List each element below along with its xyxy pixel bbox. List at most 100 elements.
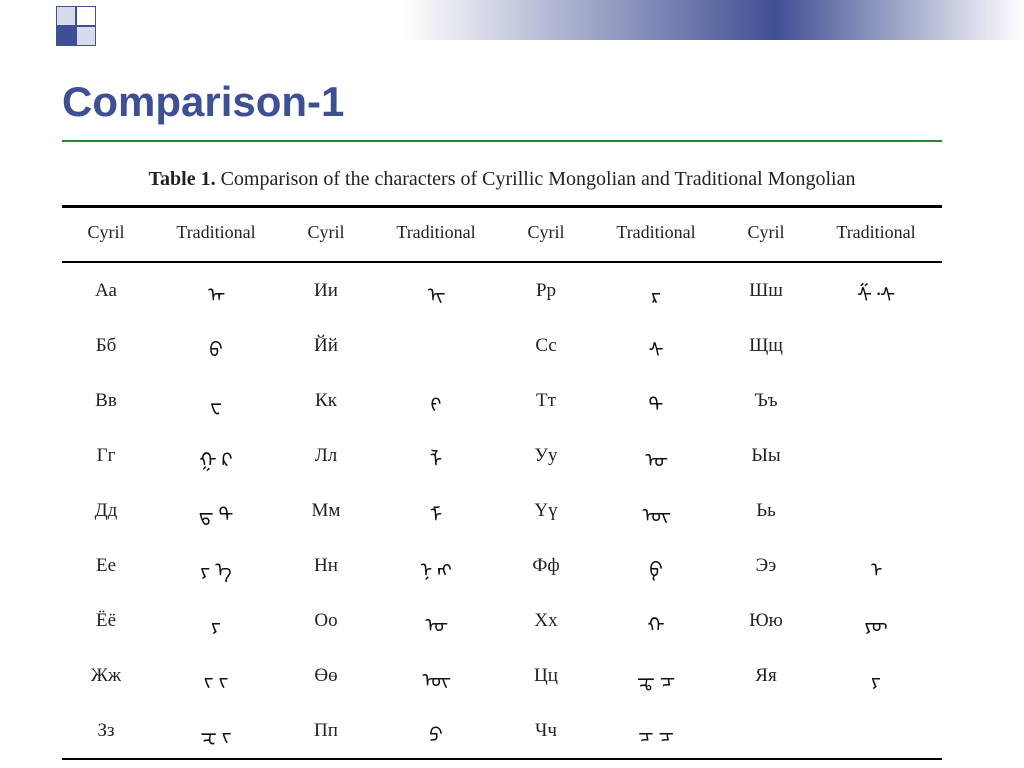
traditional-glyph: ᠭ ᠺ	[199, 450, 232, 472]
traditional-cell	[810, 703, 942, 759]
traditional-glyph: ᠰ	[648, 340, 663, 362]
cyril-cell: Аа	[62, 262, 150, 318]
traditional-cell: ᠯ	[370, 428, 502, 483]
traditional-cell: ᠭ ᠺ	[150, 428, 282, 483]
traditional-glyph: ᠡ‍	[871, 560, 881, 582]
cyril-cell: Ее	[62, 538, 150, 593]
traditional-cell: ᠣ‍	[370, 593, 502, 648]
traditional-cell: ᠼ ᠴ	[590, 648, 722, 703]
cyril-cell: Фф	[502, 538, 590, 593]
table-header-row: Cyril Traditional Cyril Traditional Cyri…	[62, 207, 942, 263]
traditional-glyph: ᠽ ᠵ	[200, 725, 231, 747]
traditional-cell: ᠶ	[810, 648, 942, 703]
traditional-glyph: ᠻ	[431, 395, 442, 417]
table-body: Ааᠠ‍Ииᠢ‍РрᠷШшᠱ᠂ᠰБбᠪЙйСсᠰЩщВвᠸКкᠻТтᠲЪъГгᠭ…	[62, 262, 942, 759]
col-header-cyril: Cyril	[62, 207, 150, 263]
title-underline	[62, 140, 942, 142]
cyril-cell: Дд	[62, 483, 150, 538]
cyril-cell: Зз	[62, 703, 150, 759]
traditional-cell: ᠢ‍	[370, 262, 502, 318]
logo-square	[76, 6, 96, 26]
logo-square	[56, 26, 76, 46]
col-header-traditional: Traditional	[370, 207, 502, 263]
cyril-cell: Үү	[502, 483, 590, 538]
cyril-cell: Гг	[62, 428, 150, 483]
traditional-glyph: ᠬ	[647, 615, 664, 637]
cyril-cell: Оо	[282, 593, 370, 648]
col-header-cyril: Cyril	[282, 207, 370, 263]
table-container: Table 1. Comparison of the characters of…	[62, 160, 942, 760]
traditional-glyph: ᠨ ᠩ	[420, 560, 452, 582]
traditional-cell	[810, 318, 942, 373]
traditional-glyph: ᠶ ᠡ	[200, 560, 231, 582]
cyril-cell: Уу	[502, 428, 590, 483]
logo-square	[76, 26, 96, 46]
page-title: Comparison-1	[62, 78, 344, 126]
table-caption: Table 1. Comparison of the characters of…	[62, 168, 942, 191]
traditional-glyph: ᠦ‍	[642, 505, 669, 527]
traditional-glyph: ᠯ	[430, 450, 442, 472]
cyril-cell: Йй	[282, 318, 370, 373]
traditional-glyph: ᠶ	[871, 670, 881, 692]
table-row: Ггᠭ ᠺЛлᠯУуᠤ‍Ыы	[62, 428, 942, 483]
traditional-cell	[810, 428, 942, 483]
traditional-glyph: ᠳ ᠲ	[199, 505, 234, 527]
cyril-cell: Ъъ	[722, 373, 810, 428]
traditional-cell: ᠳ ᠲ	[150, 483, 282, 538]
traditional-glyph: ᠲ	[649, 395, 664, 417]
traditional-cell: ᠠ‍	[150, 262, 282, 318]
traditional-glyph: ᠫ	[429, 725, 443, 747]
traditional-cell: ᠷ	[590, 262, 722, 318]
cyril-cell: Ии	[282, 262, 370, 318]
traditional-glyph: ᠥ‍	[422, 670, 449, 692]
caption-text: Comparison of the characters of Cyrillic…	[216, 168, 856, 190]
caption-label: Table 1.	[149, 168, 216, 190]
comparison-table: Cyril Traditional Cyril Traditional Cyri…	[62, 205, 942, 760]
cyril-cell: Жж	[62, 648, 150, 703]
traditional-cell: ᠻ	[370, 373, 502, 428]
traditional-cell: ᠦ‍	[590, 483, 722, 538]
traditional-glyph: ᠱ᠂ᠰ	[857, 285, 895, 307]
traditional-cell: ᠴ ᠴ	[590, 703, 722, 759]
table-row: Ззᠽ ᠵПпᠫЧчᠴ ᠴ	[62, 703, 942, 759]
header-gradient	[404, 0, 1024, 40]
cyril-cell: Өө	[282, 648, 370, 703]
traditional-cell: ᠱ᠂ᠰ	[810, 262, 942, 318]
traditional-cell: ᠮ	[370, 483, 502, 538]
traditional-cell: ᠬ	[590, 593, 722, 648]
traditional-glyph: ᠤ‍	[645, 450, 666, 472]
traditional-cell: ᠸ	[150, 373, 282, 428]
traditional-cell	[810, 483, 942, 538]
col-header-cyril: Cyril	[502, 207, 590, 263]
cyril-cell: Пп	[282, 703, 370, 759]
table-row: Ееᠶ ᠡНнᠨ ᠩФфᠹЭэᠡ‍	[62, 538, 942, 593]
cyril-cell: Кк	[282, 373, 370, 428]
traditional-glyph: ᠢ‍	[428, 285, 444, 307]
table-row: Жжᠵ ᠵӨөᠥ‍Ццᠼ ᠴЯяᠶ	[62, 648, 942, 703]
traditional-glyph: ᠹ	[649, 560, 663, 582]
traditional-cell: ᠨ ᠩ	[370, 538, 502, 593]
table-row: Ааᠠ‍Ииᠢ‍РрᠷШшᠱ᠂ᠰ	[62, 262, 942, 318]
traditional-cell: ᠶ ᠡ	[150, 538, 282, 593]
cyril-cell	[722, 703, 810, 759]
cyril-cell: Ёё	[62, 593, 150, 648]
col-header-cyril: Cyril	[722, 207, 810, 263]
logo-squares	[56, 6, 94, 44]
cyril-cell: Рр	[502, 262, 590, 318]
cyril-cell: Сс	[502, 318, 590, 373]
traditional-cell	[810, 373, 942, 428]
traditional-glyph: ᠸ	[210, 395, 222, 417]
traditional-cell: ᠡ‍	[810, 538, 942, 593]
traditional-cell	[370, 318, 502, 373]
traditional-cell: ᠤ‍	[590, 428, 722, 483]
cyril-cell: Нн	[282, 538, 370, 593]
table-row: Ддᠳ ᠲМмᠮҮүᠦ‍Ьь	[62, 483, 942, 538]
traditional-cell: ᠥ‍	[370, 648, 502, 703]
col-header-traditional: Traditional	[150, 207, 282, 263]
traditional-cell: ᠪ	[150, 318, 282, 373]
traditional-cell: ᠹ	[590, 538, 722, 593]
traditional-cell: ᠫ	[370, 703, 502, 759]
traditional-glyph: ᠷ	[651, 285, 661, 307]
table-row: ВвᠸКкᠻТтᠲЪъ	[62, 373, 942, 428]
traditional-glyph: ᠼ ᠴ	[637, 670, 675, 692]
